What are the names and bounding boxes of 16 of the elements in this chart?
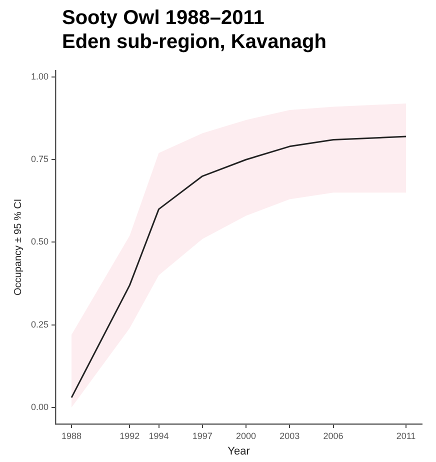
y-tick-label: 0.75 [30,154,49,164]
x-tick-label: 1997 [192,430,212,441]
y-tick-label: 1.00 [30,71,49,82]
x-tick-label: 2000 [236,430,256,441]
x-tick-label: 1988 [62,430,82,441]
x-tick-label: 2006 [323,430,344,441]
y-tick-label: 0.00 [30,402,49,412]
x-tick-label: 2011 [396,430,416,441]
y-axis-title: Occupancy ± 95 % CI [12,198,24,296]
y-tick-label: 0.25 [30,319,49,330]
chart-title: Sooty Owl 1988–2011 Eden sub-region, Kavanagh [62,6,326,54]
x-tick-label: 1992 [120,430,140,441]
x-tick-label: 2003 [280,430,300,441]
y-tick-label: 0.50 [30,236,49,247]
x-axis-title: Year [228,445,250,458]
x-tick-label: 1994 [148,430,169,441]
